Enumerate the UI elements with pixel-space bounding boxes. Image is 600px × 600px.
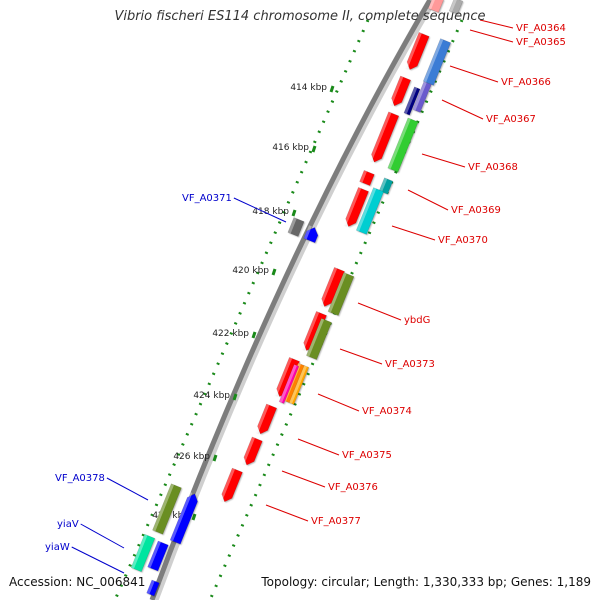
gene-feature[interactable] — [389, 75, 412, 108]
gene-label[interactable]: yiaV — [57, 519, 79, 530]
ruler-tick-mark — [291, 209, 297, 217]
ruler-tick-mark — [191, 513, 197, 521]
gene-label[interactable]: VF_A0375 — [342, 450, 392, 461]
gene-feature[interactable] — [412, 81, 432, 113]
gene-labels: VF_A0364 VF_A0365 VF_A0366 VF_A0367 VF_A0368… — [45, 23, 566, 553]
gene-feature[interactable] — [278, 364, 300, 404]
gene-label[interactable]: ybdG — [404, 315, 430, 326]
gene-feature[interactable] — [319, 267, 345, 308]
gene-label[interactable]: VF_A0371 — [182, 193, 232, 204]
ruler-tick-mark — [232, 393, 238, 401]
accession-label: Accession: NC_006841 — [9, 575, 146, 589]
ruler-ticks: 414 kbp 416 kbp 418 kbp 420 kbp 422 kbp 424 k… — [152, 83, 335, 521]
label-leader-line — [449, 65, 499, 83]
ruler-tick-label: 414 kbp — [290, 83, 327, 93]
gene-label[interactable]: VF_A0376 — [328, 482, 378, 493]
gene-label[interactable]: yiaW — [45, 542, 70, 553]
gene-label[interactable]: VF_A0377 — [311, 516, 361, 527]
gene-feature[interactable] — [327, 272, 355, 316]
gene-label[interactable]: VF_A0364 — [516, 23, 566, 34]
ruler-tick-label: 418 kbp — [252, 207, 289, 217]
ruler-tick-label: 424 kbp — [193, 391, 230, 401]
label-leader-lines — [71, 19, 514, 574]
gene-feature[interactable] — [287, 217, 305, 237]
ruler-tick-mark — [311, 145, 317, 153]
gene-feature[interactable] — [387, 117, 419, 173]
gene-feature[interactable] — [147, 540, 169, 572]
gene-feature[interactable] — [422, 38, 452, 86]
ruler-tick-label: 426 kbp — [173, 452, 210, 462]
label-leader-line — [71, 546, 125, 574]
gene-feature[interactable] — [359, 169, 375, 187]
topology-summary: Topology: circular; Length: 1,330,333 bp… — [261, 575, 591, 589]
label-leader-line — [441, 99, 484, 120]
ruler-tick-label: 420 kbp — [232, 266, 269, 276]
ruler-tick-mark — [271, 268, 277, 276]
label-leader-line — [281, 470, 326, 488]
label-leader-line — [317, 393, 360, 412]
label-leader-line — [233, 197, 287, 223]
gene-feature[interactable] — [303, 225, 320, 244]
ruler-tick-mark — [329, 85, 335, 93]
gene-feature[interactable] — [369, 111, 400, 164]
gene-feature[interactable] — [306, 318, 332, 360]
label-leader-line — [80, 523, 125, 549]
ruler-tick-label: 416 kbp — [272, 143, 309, 153]
ruler-tick-label: 428 kbp — [152, 511, 189, 521]
gene-feature[interactable] — [255, 403, 278, 436]
gene-feature[interactable] — [146, 579, 160, 597]
gene-feature[interactable] — [448, 0, 464, 15]
label-leader-line — [469, 29, 514, 43]
gene-feature[interactable] — [288, 365, 310, 405]
gene-feature[interactable] — [427, 0, 445, 13]
label-leader-line — [407, 189, 449, 211]
gene-feature[interactable] — [355, 187, 385, 235]
gene-feature[interactable] — [343, 187, 369, 228]
gene-label[interactable]: VF_A0366 — [501, 77, 551, 88]
gene-features — [130, 0, 464, 597]
label-leader-line — [391, 225, 436, 241]
gene-label[interactable]: VF_A0370 — [438, 235, 488, 246]
gene-label[interactable]: VF_A0368 — [468, 162, 518, 173]
gene-label[interactable]: VF_A0369 — [451, 205, 501, 216]
gene-feature[interactable] — [219, 467, 243, 504]
label-leader-line — [297, 438, 340, 456]
gene-label[interactable]: VF_A0373 — [385, 359, 435, 370]
gene-label[interactable]: VF_A0378 — [55, 473, 105, 484]
gene-feature[interactable] — [152, 483, 182, 535]
gene-feature[interactable] — [169, 491, 200, 545]
ruler-tick-mark — [251, 331, 257, 339]
label-leader-line — [106, 477, 149, 501]
label-leader-line — [421, 153, 466, 168]
gene-feature[interactable] — [241, 436, 263, 467]
ruler-tick-label: 422 kbp — [212, 329, 249, 339]
label-leader-line — [265, 504, 309, 522]
label-leader-line — [357, 302, 402, 321]
gene-feature[interactable] — [404, 31, 430, 71]
gene-label[interactable]: VF_A0367 — [486, 114, 536, 125]
gene-feature[interactable] — [378, 177, 394, 195]
ruler-tick-mark — [212, 454, 218, 462]
label-leader-line — [339, 348, 383, 365]
gene-label[interactable]: VF_A0365 — [516, 37, 566, 48]
label-leader-line — [479, 19, 514, 29]
map-title: Vibrio fischeri ES114 chromosome II, com… — [114, 9, 486, 24]
gene-label[interactable]: VF_A0374 — [362, 406, 412, 417]
gene-feature[interactable] — [130, 533, 156, 573]
gene-feature[interactable] — [403, 86, 421, 116]
